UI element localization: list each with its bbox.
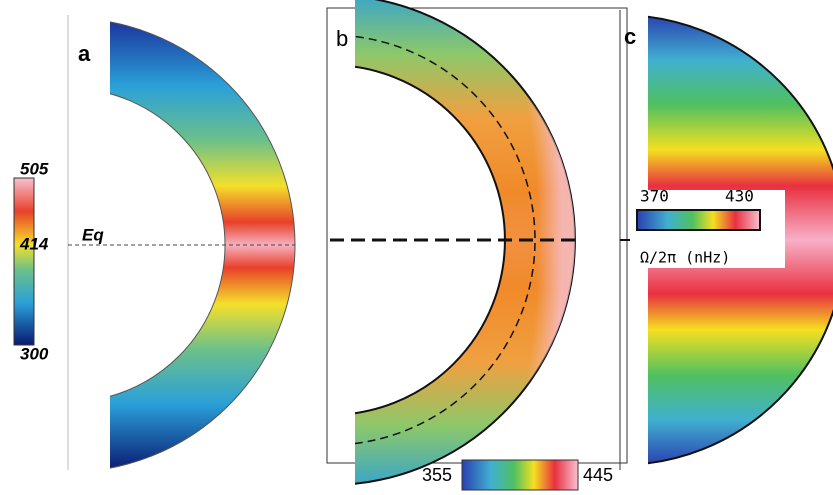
colorbar (13, 177, 35, 346)
colorbar-max: 430 (725, 187, 754, 206)
colorbar (461, 459, 579, 491)
panel-b: b 355 445 (326, 0, 628, 491)
colorbar-unit: Ω/2π (nHz) (640, 249, 730, 267)
panel-label: b (336, 26, 348, 51)
panel-c: c 370 430 Ω/2π (nHz) (619, 10, 833, 470)
colorbar-max: 505 (20, 159, 49, 178)
colorbar-mid: 414 (19, 234, 49, 253)
rotation-map (110, 21, 296, 469)
colorbar-min: 300 (20, 344, 49, 363)
panel-label: a (78, 41, 91, 66)
colorbar-min: 370 (640, 187, 669, 206)
colorbar-min: 355 (422, 465, 452, 485)
colorbar-max: 445 (583, 465, 613, 485)
panel-a: a 505 414 300 Eq (13, 15, 296, 470)
colorbar (636, 209, 761, 231)
equator-label: Eq (82, 225, 104, 244)
panel-label: c (624, 24, 636, 49)
equator-highlight (355, 0, 575, 484)
